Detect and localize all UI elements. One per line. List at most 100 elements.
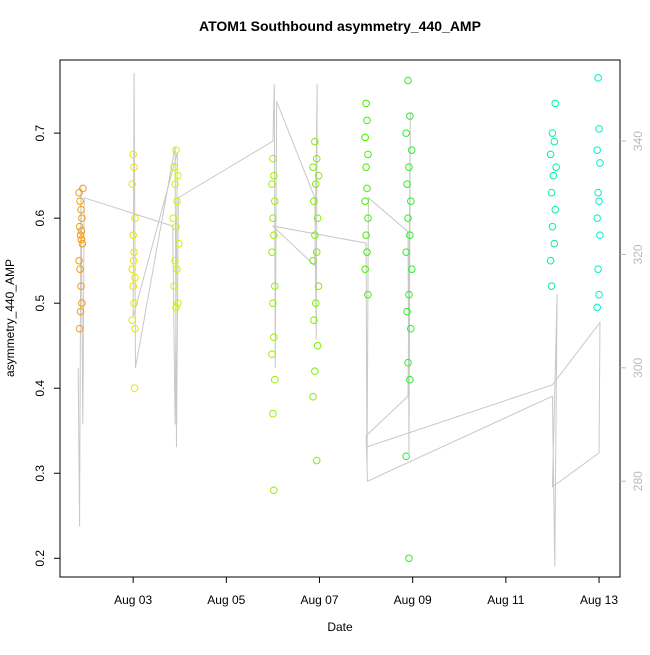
point [171,256,179,265]
point [361,265,369,273]
point [593,214,601,222]
point [269,299,277,307]
point [172,146,180,154]
point [130,384,139,393]
point [129,282,137,290]
point [270,282,279,290]
point [407,265,416,273]
point [174,171,182,180]
point [547,282,556,290]
point [314,171,323,180]
point [77,205,85,214]
point [309,163,317,171]
point [309,256,317,265]
point [552,163,560,171]
point [79,184,87,193]
point [268,180,276,188]
point [129,256,138,265]
point [551,205,560,214]
point [175,239,183,248]
point [130,248,138,256]
y-tick-label: 0.2 [33,550,47,567]
y-tick-label: 0.6 [33,209,47,226]
point [594,188,602,197]
point [364,150,372,159]
point [362,231,370,239]
point [171,180,179,188]
point [548,129,557,137]
point [269,409,277,418]
point [131,324,139,333]
point [364,290,372,299]
point [270,375,279,384]
point [174,299,182,307]
point [311,180,320,188]
point [76,231,85,239]
point [313,341,322,350]
point [402,248,410,256]
point [131,214,139,222]
y2-tick-label: 300 [631,357,645,377]
point [128,265,137,273]
point [173,265,181,273]
point [404,76,412,85]
x-tick-label: Aug 05 [207,593,245,607]
y-tick-label: 0.3 [33,465,47,482]
point [362,163,370,171]
point [594,265,602,273]
point [406,231,414,239]
point [596,159,604,167]
point [130,299,138,307]
point [75,324,84,333]
point [76,307,85,316]
point [172,303,180,312]
x-axis-label: Date [327,620,353,634]
point [269,154,277,163]
y-tick-label: 0.4 [33,380,47,397]
point [270,231,278,239]
point [128,180,137,188]
point [403,307,411,316]
point [363,248,371,256]
y2-tick-label: 280 [631,471,645,491]
point [173,197,181,205]
point [170,163,178,171]
point [550,137,559,146]
point [129,231,137,239]
point [363,116,371,125]
point [270,197,279,205]
point [313,214,322,222]
point [75,256,83,265]
point [548,222,557,231]
y2-tick-label: 320 [631,244,645,264]
line [77,73,601,567]
plot-frame [59,59,621,578]
point [361,133,369,142]
point [314,282,323,290]
point [130,163,138,171]
point [78,299,86,307]
x-tick-label: Aug 09 [394,593,432,607]
point [77,227,86,235]
x-tick-label: Aug 11 [487,593,524,607]
point [310,316,318,325]
point [549,171,558,180]
point [402,452,410,461]
point [363,184,371,193]
y-tick-label: 0.7 [33,124,47,141]
point [406,375,414,384]
point [404,214,412,222]
point [364,214,372,222]
point [169,214,178,222]
point [407,197,415,205]
point [596,231,604,239]
point [170,282,178,290]
point [268,350,276,359]
chart-title: ATOM1 Southbound asymmetry_440_AMP [199,18,481,34]
point [547,188,556,197]
point [311,137,319,146]
point [76,197,84,205]
point [595,125,603,133]
point [405,290,413,299]
